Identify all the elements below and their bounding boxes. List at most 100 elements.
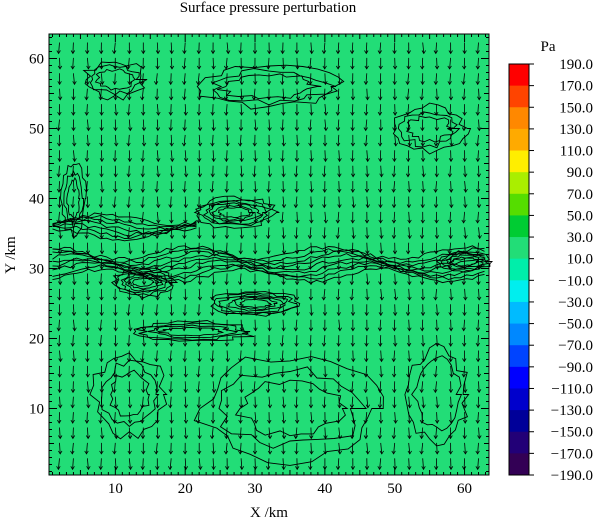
colorbar-swatch <box>509 302 529 324</box>
wind-vector <box>283 274 284 285</box>
colorbar-tick-label: 70.0 <box>567 187 593 203</box>
colorbar-swatch <box>509 280 529 302</box>
wind-vector <box>339 181 340 192</box>
colorbar-tick-label: 50.0 <box>567 208 593 224</box>
colorbar-swatch <box>509 194 529 216</box>
colorbar-tick-label: −150.0 <box>551 425 593 441</box>
wind-vector <box>241 289 242 300</box>
colorbar-swatch <box>509 237 529 259</box>
wind-vector <box>451 320 452 331</box>
wind-vector <box>366 43 367 54</box>
y-axis-label: Y /km <box>3 236 19 274</box>
wind-vector <box>73 428 74 439</box>
x-tick-label: 60 <box>457 481 472 497</box>
wind-vector <box>437 320 438 331</box>
colorbar-swatch <box>509 215 529 237</box>
colorbar-swatch <box>509 388 529 410</box>
wind-vector <box>325 366 326 377</box>
y-tick-label: 50 <box>29 122 44 138</box>
wind-vector <box>185 351 186 362</box>
wind-vector <box>380 181 381 192</box>
wind-vector <box>171 43 172 54</box>
wind-vector <box>395 304 396 315</box>
wind-vector <box>255 150 256 161</box>
colorbar-tick-label: 170.0 <box>559 79 593 95</box>
wind-vector <box>143 181 144 192</box>
wind-vector <box>129 366 130 377</box>
wind-vector <box>227 135 228 146</box>
wind-vector <box>101 197 102 208</box>
y-tick-label: 60 <box>29 52 44 68</box>
colorbar-tick-label: 190.0 <box>559 57 593 73</box>
wind-vector <box>311 212 312 223</box>
wind-vector <box>437 58 438 69</box>
y-tick-label: 30 <box>29 262 44 278</box>
y-tick-label: 20 <box>29 332 44 348</box>
wind-vector <box>241 381 242 392</box>
wind-vector <box>199 351 200 362</box>
colorbar-swatch <box>509 324 529 346</box>
colorbar-swatch <box>509 453 529 475</box>
wind-vector <box>59 335 60 346</box>
colorbar-swatch <box>509 345 529 367</box>
colorbar-tick-label: 150.0 <box>559 100 593 116</box>
colorbar-unit: Pa <box>541 39 556 55</box>
x-tick-label: 10 <box>108 481 123 497</box>
wind-vector <box>73 43 74 54</box>
colorbar-tick-label: −30.0 <box>558 295 593 311</box>
wind-vector <box>129 150 130 161</box>
wind-vector <box>310 135 311 146</box>
wind-vector <box>269 243 270 254</box>
colorbar-tick-label: −10.0 <box>558 273 593 289</box>
wind-vector <box>255 366 256 377</box>
wind-vector <box>227 274 228 285</box>
wind-vector <box>283 150 284 161</box>
wind-vector <box>199 304 200 315</box>
chart-title: Surface pressure perturbation <box>180 0 357 16</box>
colorbar-swatch <box>509 107 529 129</box>
wind-vector <box>269 289 270 300</box>
wind-vector <box>227 304 228 315</box>
wind-vector <box>213 443 214 454</box>
colorbar-swatch <box>509 129 529 151</box>
wind-vector <box>199 335 200 346</box>
x-tick-label: 30 <box>248 481 263 497</box>
wind-vector <box>171 73 172 84</box>
colorbar-tick-label: 90.0 <box>567 165 593 181</box>
wind-vector <box>255 351 256 362</box>
wind-vector <box>60 58 61 69</box>
wind-vector <box>73 212 74 223</box>
wind-vector <box>87 243 88 254</box>
wind-vector <box>213 58 214 69</box>
wind-vector <box>171 135 172 146</box>
wind-vector <box>241 43 242 54</box>
wind-vector <box>352 258 353 269</box>
wind-vector <box>423 335 424 346</box>
colorbar: Pa 190.0170.0150.0130.0110.090.070.050.0… <box>509 39 593 484</box>
x-tick-label: 20 <box>178 481 193 497</box>
wind-vector <box>408 150 409 161</box>
wind-vector <box>87 412 88 423</box>
y-tick-label: 40 <box>29 192 44 208</box>
wind-vector <box>422 58 423 69</box>
wind-vector <box>310 73 311 84</box>
wind-vector <box>479 197 480 208</box>
colorbar-swatch <box>509 172 529 194</box>
wind-vector <box>213 458 214 469</box>
colorbar-tick-label: −50.0 <box>558 317 593 333</box>
wind-vector <box>101 150 102 161</box>
wind-vector <box>185 381 186 392</box>
wind-vector <box>115 335 116 346</box>
wind-vector <box>255 320 256 331</box>
wind-vector <box>241 335 242 346</box>
wind-vector <box>310 335 311 346</box>
colorbar-swatch <box>509 86 529 108</box>
colorbar-swatch <box>509 367 529 389</box>
wind-vector <box>115 227 116 238</box>
colorbar-swatch <box>509 151 529 173</box>
colorbar-tick-label: 10.0 <box>567 252 593 268</box>
wind-vector <box>87 150 88 161</box>
colorbar-swatch <box>509 410 529 432</box>
